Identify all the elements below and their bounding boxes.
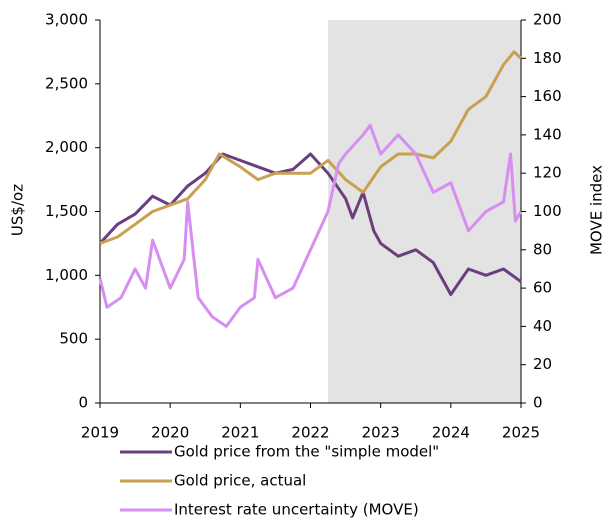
x-tick-label: 2023 — [362, 424, 400, 442]
y2-tick-label: 80 — [533, 240, 552, 258]
y2-tick-label: 160 — [533, 87, 562, 105]
x-tick-label: 2024 — [432, 424, 470, 442]
x-tick-label: 2019 — [81, 424, 119, 442]
y2-axis-label: MOVE index — [588, 165, 606, 255]
legend-label: Gold price from the "simple model" — [174, 443, 439, 461]
legend-label: Interest rate uncertainty (MOVE) — [174, 501, 419, 519]
y2-tick-label: 40 — [533, 317, 552, 335]
y-tick-label: 2,000 — [45, 138, 88, 156]
y2-tick-label: 120 — [533, 164, 562, 182]
y-tick-label: 0 — [78, 394, 88, 412]
y-tick-label: 500 — [59, 330, 88, 348]
y-tick-label: 1,500 — [45, 202, 88, 220]
y-tick-label: 3,000 — [45, 11, 88, 29]
y2-tick-label: 140 — [533, 125, 562, 143]
y2-tick-label: 100 — [533, 202, 562, 220]
y2-tick-label: 180 — [533, 49, 562, 67]
series-line — [98, 152, 522, 296]
x-tick-label: 2020 — [151, 424, 189, 442]
y2-tick-label: 20 — [533, 355, 552, 373]
x-tick-label: 2025 — [502, 424, 540, 442]
x-tick-label: 2021 — [221, 424, 259, 442]
y-tick-label: 2,500 — [45, 74, 88, 92]
y2-tick-label: 200 — [533, 11, 562, 29]
y-tick-label: 1,000 — [45, 266, 88, 284]
x-tick-label: 2022 — [291, 424, 329, 442]
y2-tick-label: 60 — [533, 279, 552, 297]
legend-label: Gold price, actual — [174, 472, 306, 490]
y-axis-label: US$/oz — [9, 184, 27, 236]
shaded-region — [328, 20, 521, 403]
series-line — [99, 50, 523, 245]
y2-tick-label: 0 — [533, 394, 543, 412]
series-line — [98, 123, 523, 328]
